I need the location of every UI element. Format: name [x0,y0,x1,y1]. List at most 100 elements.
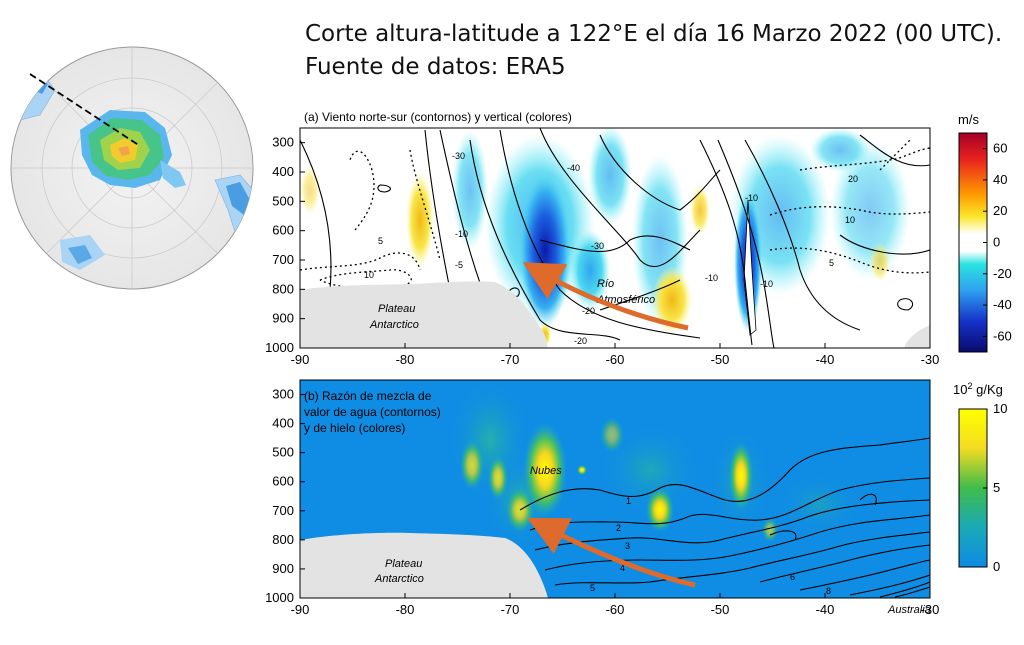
y-tick-label: 600 [272,474,294,489]
panel-a-terrain [300,281,548,348]
panel-b-title-line-3: y de hielo (colores) [304,421,405,435]
contour-label: -10 [760,279,773,289]
panel-a-updraft-1 [406,172,434,268]
colorbar-tick-label: 0 [993,559,1000,574]
panel-b-plateau-label: Plateau [385,558,422,570]
contour-label: -10 [745,193,758,203]
contour-label: -20 [582,306,595,316]
panel-b-terrain [300,532,548,598]
panel-b-australia-label: Australia [887,604,931,616]
panel-b: 1 2 3 4 5 6 8 (b) Razón de mezcla de val… [265,379,939,617]
x-tick-label: -70 [501,352,520,367]
contour-label: -30 [452,151,465,161]
panel-a-plateau-label: Plateau [378,303,415,315]
contour-label: 4 [620,563,625,573]
panel-b-title-line-1: (b) Razón de mezcla de [304,389,432,403]
unit-rest: g/Kg [972,382,1002,397]
y-tick-label: 1000 [265,340,294,355]
x-tick-label: -30 [921,602,940,617]
contour-label: 20 [848,174,858,184]
contour-label: 10 [845,215,855,225]
contour-label: -10 [705,273,718,283]
x-tick-label: -80 [396,352,415,367]
panel-a-title: (a) Viento norte-sur (contornos) y verti… [304,110,572,124]
x-tick-label: -60 [606,602,625,617]
contour-label: -20 [574,336,587,346]
globe-inset [10,46,254,290]
panel-b-flow-arrow [527,517,696,588]
colorbar-tick-label: -20 [993,266,1012,281]
colorbar-tick-label: 20 [993,203,1007,218]
y-tick-label: 900 [272,311,294,326]
contour-label: 5 [378,236,383,246]
x-tick-label: -30 [921,352,940,367]
colorbar-tick-label: 10 [993,401,1007,416]
contour-label: -10 [455,229,468,239]
panel-b-colorbar-bar [958,408,988,568]
title-line-2: Fuente de datos: ERA5 [305,54,566,80]
panel-b-contour-labels: 1 2 3 4 5 6 8 [590,496,831,596]
contour-label: 1 [626,496,631,506]
contour-label: -40 [567,163,580,173]
x-tick-label: -40 [816,352,835,367]
contour-label: 6 [790,572,795,582]
y-tick-label: 1000 [265,590,294,605]
x-tick-label: -80 [396,602,415,617]
panel-b-antarctico-label: Antarctico [374,573,424,585]
contour-label: 10 [364,270,374,280]
panel-a: (a) Viento norte-sur (contornos) y verti… [265,110,939,367]
x-tick-label: -90 [291,602,310,617]
x-tick-label: -60 [606,352,625,367]
y-tick-label: 400 [272,416,294,431]
panel-a-colorbar-bar [958,132,988,353]
contour-label: 5 [829,258,834,268]
y-tick-label: 500 [272,445,294,460]
contour-label: 3 [625,541,630,551]
panel-a-downdraft-1 [519,172,571,328]
panel-b-contours [519,437,930,598]
y-tick-label: 300 [272,387,294,402]
panel-b-ice-3 [729,442,753,510]
y-tick-label: 700 [272,252,294,267]
figure-title: Corte altura-latitude a 122°E el día 16 … [305,18,1002,84]
y-tick-label: 800 [272,532,294,547]
panel-a-updraft-2 [652,266,692,334]
panel-b-axes: -90 -80 -70 -60 -50 -40 -30 300 400 500 600 700 800 9… [265,387,939,617]
colorbar-tick-label: 60 [993,141,1007,156]
x-tick-label: -50 [711,602,730,617]
y-tick-label: 300 [272,135,294,150]
contour-label: -5 [455,260,463,270]
unit-exponent: 2 [967,381,972,391]
colorbar-tick-label: -60 [993,328,1012,343]
contour-label: 8 [826,586,831,596]
x-tick-label: -90 [291,352,310,367]
panel-a-flow-arrow [522,262,689,331]
y-tick-label: 500 [272,193,294,208]
panel-b-shading [300,380,930,598]
panel-a-rio-label: Río [597,278,614,290]
panel-b-ice-2 [646,488,674,532]
colorbar-tick-label: 40 [993,172,1007,187]
colorbar-tick-label: -40 [993,297,1012,312]
y-tick-label: 400 [272,164,294,179]
colorbar-tick-label: 5 [993,480,1000,495]
x-tick-label: -70 [501,602,520,617]
y-tick-label: 700 [272,503,294,518]
colorbar-tick-label: 0 [993,235,1000,250]
y-tick-label: 900 [272,561,294,576]
panel-a-colorbar: m/s 60 40 20 0 -20 -40 -60 [958,112,1012,353]
panel-b-nubes-label: Nubes [530,465,562,477]
panel-a-dotted-contours [300,139,930,289]
panel-a-colorbar-unit: m/s [958,112,979,127]
title-line-1: Corte altura-latitude a 122°E el día 16 … [305,21,1003,47]
x-tick-label: -50 [711,352,730,367]
panel-a-axes: -90 -80 -70 -60 -50 -40 -30 300 400 500 600 700 800 9… [265,135,939,367]
contour-label: -30 [591,241,604,251]
contour-label: 2 [616,523,621,533]
panel-b-title-line-2: valor de agua (contornos) [304,405,441,419]
panel-a-antarctico-label: Antarctico [369,319,419,331]
panel-b-ice-1 [523,422,567,518]
contour-label: 5 [590,583,595,593]
